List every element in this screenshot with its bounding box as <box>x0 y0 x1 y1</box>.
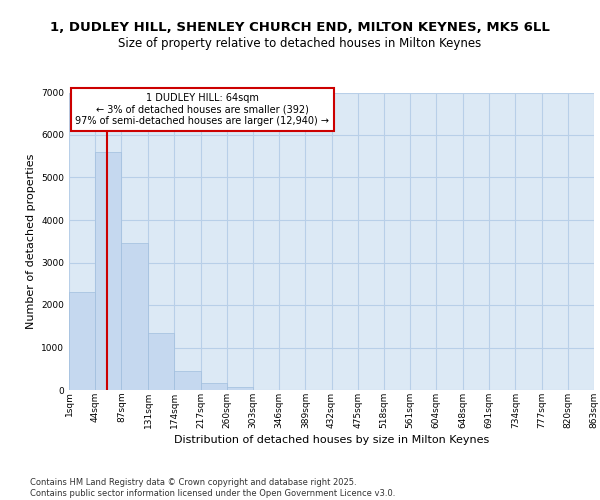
Bar <box>148 332 175 390</box>
Bar <box>121 244 148 390</box>
Bar <box>227 386 253 390</box>
X-axis label: Distribution of detached houses by size in Milton Keynes: Distribution of detached houses by size … <box>174 434 489 444</box>
Text: 1, DUDLEY HILL, SHENLEY CHURCH END, MILTON KEYNES, MK5 6LL: 1, DUDLEY HILL, SHENLEY CHURCH END, MILT… <box>50 21 550 34</box>
Text: Contains HM Land Registry data © Crown copyright and database right 2025.
Contai: Contains HM Land Registry data © Crown c… <box>30 478 395 498</box>
Text: Size of property relative to detached houses in Milton Keynes: Size of property relative to detached ho… <box>118 38 482 51</box>
Bar <box>175 371 200 390</box>
Y-axis label: Number of detached properties: Number of detached properties <box>26 154 35 329</box>
Text: 1 DUDLEY HILL: 64sqm
← 3% of detached houses are smaller (392)
97% of semi-detac: 1 DUDLEY HILL: 64sqm ← 3% of detached ho… <box>76 93 329 126</box>
Bar <box>200 382 227 390</box>
Bar <box>69 292 95 390</box>
Bar <box>95 152 121 390</box>
